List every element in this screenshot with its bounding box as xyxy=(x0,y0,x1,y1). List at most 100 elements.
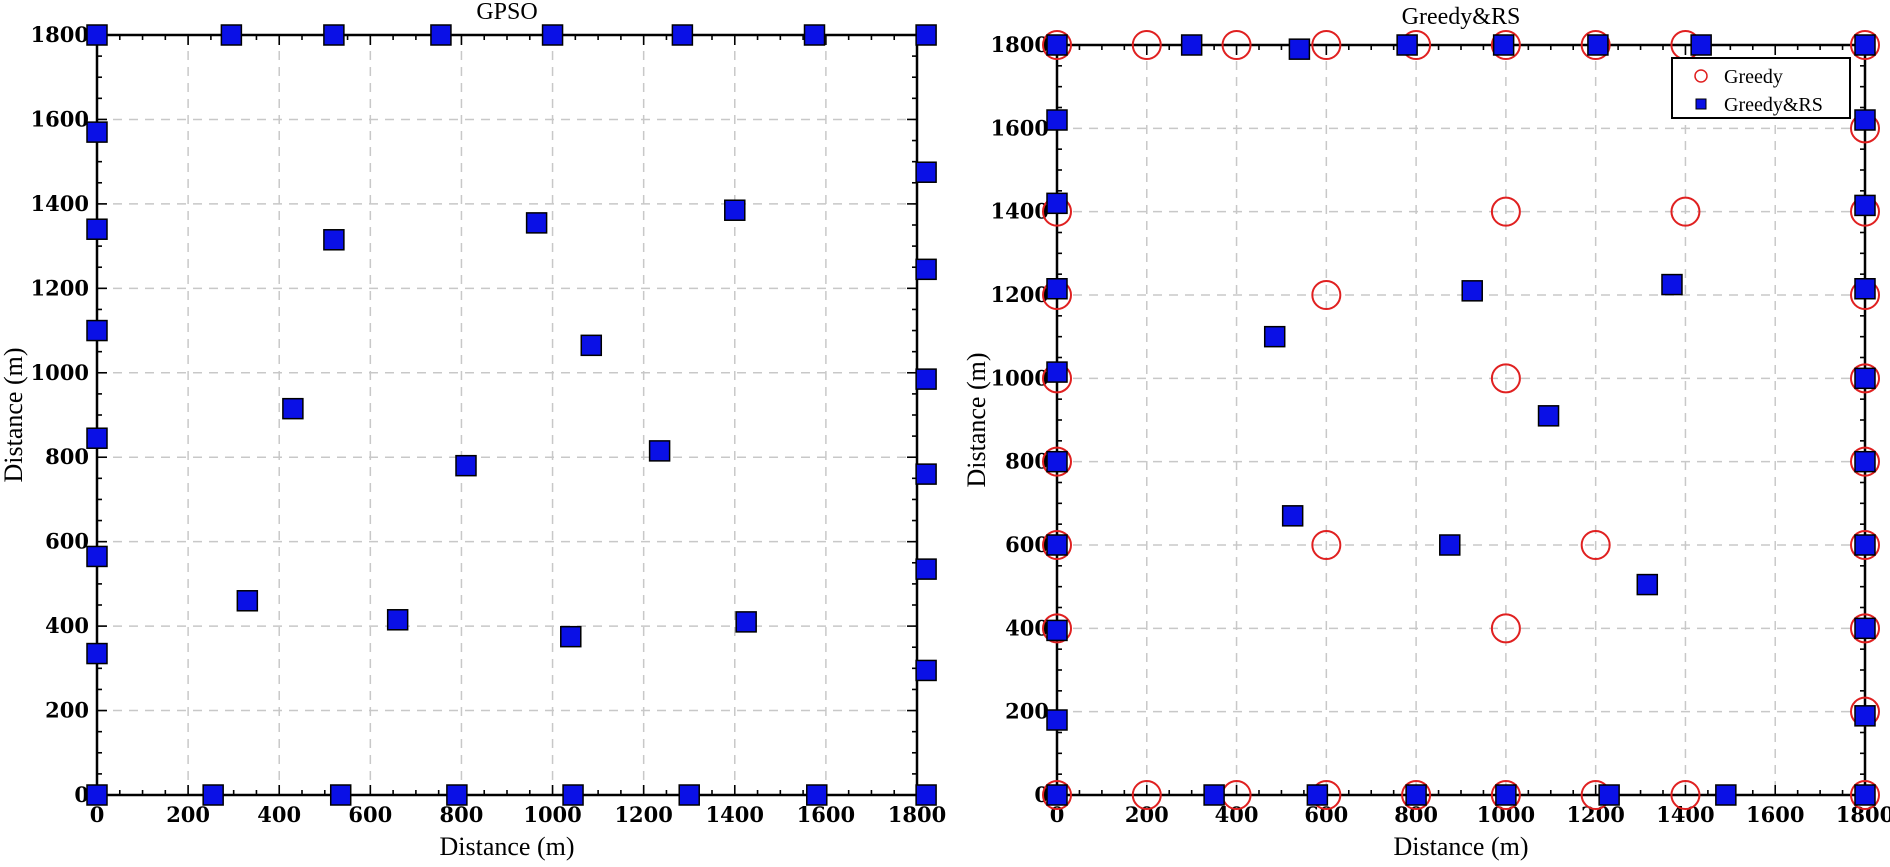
data-point xyxy=(1221,30,1252,60)
y-tick-label: 1600 xyxy=(31,106,89,131)
data-point xyxy=(1670,780,1701,810)
data-point xyxy=(1046,192,1068,215)
data-point xyxy=(915,161,937,183)
data-point xyxy=(1850,780,1880,810)
x-tick-label: 1600 xyxy=(1746,802,1804,827)
data-point xyxy=(1046,278,1068,300)
data-point xyxy=(1311,280,1342,310)
data-point xyxy=(525,212,548,234)
data-point xyxy=(1598,784,1620,806)
data-point xyxy=(1854,705,1876,727)
data-point xyxy=(1854,367,1876,390)
y-tick-label: 1400 xyxy=(31,191,89,216)
x-axis-label: Distance (m) xyxy=(439,832,574,861)
data-point xyxy=(1854,617,1876,640)
data-point xyxy=(1670,196,1701,227)
data-point xyxy=(86,545,108,568)
x-tick-label: 1000 xyxy=(523,802,581,827)
axes-frame xyxy=(95,33,919,797)
data-point xyxy=(202,784,224,806)
data-point xyxy=(560,625,582,648)
data-point xyxy=(1042,613,1072,644)
data-point xyxy=(446,784,468,806)
x-tick-label: 1800 xyxy=(888,802,946,827)
x-tick-label: 1000 xyxy=(1477,802,1535,827)
data-point xyxy=(1690,34,1712,56)
data-point xyxy=(1490,780,1521,810)
data-point xyxy=(1537,405,1560,427)
y-tick-label: 400 xyxy=(1005,615,1049,640)
y-tick-label: 0 xyxy=(74,782,89,807)
data-point xyxy=(541,24,564,46)
data-point xyxy=(323,229,345,251)
data-point xyxy=(735,611,757,633)
data-point xyxy=(915,463,937,485)
y-tick-label: 1000 xyxy=(991,365,1049,390)
x-tick-label: 1400 xyxy=(1656,802,1714,827)
data-point xyxy=(915,558,937,580)
y-tick-label: 200 xyxy=(1005,699,1049,724)
chart-title: Greedy&RS xyxy=(1402,4,1521,30)
data-point xyxy=(1850,446,1880,477)
data-point xyxy=(1405,784,1427,806)
x-tick-label: 200 xyxy=(166,802,210,827)
chart-title: GPSO xyxy=(476,0,537,25)
data-point xyxy=(1587,34,1609,56)
y-tick-label: 1400 xyxy=(991,199,1049,224)
axes-frame xyxy=(1055,43,1867,797)
data-point xyxy=(1490,613,1521,644)
data-point xyxy=(1439,534,1461,556)
y-tick-label: 1800 xyxy=(31,22,89,47)
data-point xyxy=(1288,38,1311,60)
x-tick-label: 1400 xyxy=(706,802,764,827)
data-point xyxy=(1461,280,1483,302)
x-tick-label: 1200 xyxy=(614,802,672,827)
data-point xyxy=(1180,34,1203,56)
data-point xyxy=(806,784,828,806)
data-point xyxy=(648,440,671,462)
data-point xyxy=(220,24,243,46)
x-tick-label: 1200 xyxy=(1566,802,1624,827)
chart-panel-2: 0 200 400 600 800 1000 1200 1400 1600 18000200400… xyxy=(962,4,1890,861)
data-point xyxy=(1131,30,1162,60)
data-point xyxy=(1401,780,1432,810)
data-point xyxy=(1854,534,1876,556)
data-point xyxy=(86,319,108,342)
data-point xyxy=(1046,361,1068,383)
x-tick-label: 1600 xyxy=(797,802,855,827)
data-point xyxy=(1492,34,1515,56)
data-point xyxy=(86,427,108,449)
data-point xyxy=(282,397,304,420)
data-point xyxy=(1850,530,1880,560)
y-axis-label: Distance (m) xyxy=(962,352,991,487)
data-point xyxy=(1042,446,1072,477)
y-tick-label: 1200 xyxy=(991,282,1049,307)
x-tick-label: 400 xyxy=(1215,802,1259,827)
x-tick-label: 800 xyxy=(1394,802,1438,827)
data-point xyxy=(1854,450,1876,473)
data-point xyxy=(329,784,352,806)
data-point xyxy=(1306,784,1329,806)
x-axis-label: Distance (m) xyxy=(1393,832,1528,861)
data-point xyxy=(1636,573,1659,596)
x-tick-label: 200 xyxy=(1125,802,1169,827)
data-point xyxy=(1046,109,1068,131)
y-tick-label: 600 xyxy=(1005,532,1049,557)
data-point xyxy=(1046,534,1068,556)
data-point xyxy=(1490,363,1521,394)
data-point xyxy=(1042,30,1072,60)
legend-label: Greedy&RS xyxy=(1724,94,1823,116)
y-tick-label: 1200 xyxy=(31,275,89,300)
data-point xyxy=(86,642,108,665)
data-point xyxy=(86,218,108,240)
legend-marker xyxy=(1694,69,1708,83)
legend: Greedy Greedy&RS xyxy=(1671,57,1851,119)
data-point xyxy=(1580,30,1611,60)
y-tick-label: 400 xyxy=(45,613,89,638)
data-point xyxy=(803,24,826,46)
data-point xyxy=(580,334,603,357)
data-point xyxy=(724,199,746,221)
data-point xyxy=(1042,780,1072,810)
data-point xyxy=(1396,34,1418,56)
